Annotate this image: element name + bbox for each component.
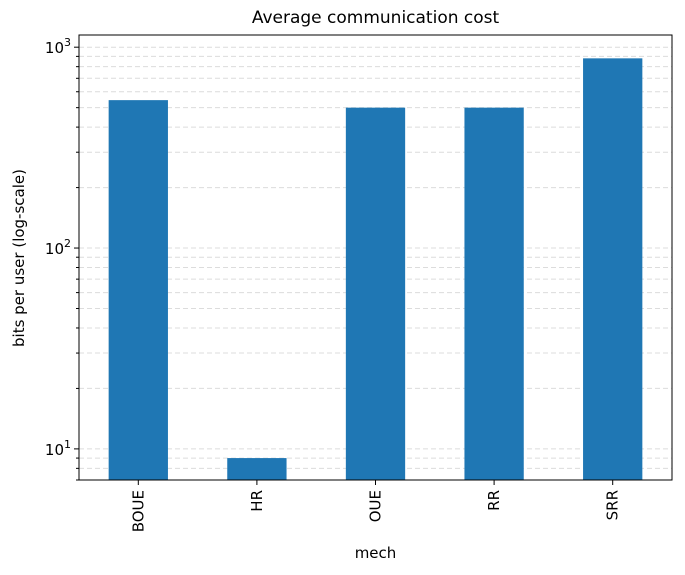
x-tick-label: HR xyxy=(248,490,266,512)
y-axis-ticks: 101 102 103 xyxy=(45,36,79,481)
x-tick-label: RR xyxy=(485,490,503,511)
bars xyxy=(108,58,643,481)
x-axis-label: mech xyxy=(354,544,397,562)
x-axis-ticks: BOUE HR OUE RR SRR xyxy=(129,480,622,532)
x-tick-label: BOUE xyxy=(129,490,147,532)
bar-hr xyxy=(227,458,287,480)
x-tick-label: OUE xyxy=(367,490,385,522)
bar-oue xyxy=(345,107,406,480)
y-axis-label: bits per user (log-scale) xyxy=(10,169,28,347)
chart-title: Average communication cost xyxy=(251,8,500,28)
bar-boue xyxy=(108,100,168,481)
bar-srr xyxy=(583,58,643,481)
x-tick-label: SRR xyxy=(604,490,622,520)
y-tick-label: 101 xyxy=(45,438,71,459)
y-tick-label: 102 xyxy=(45,237,71,258)
bar-rr xyxy=(464,107,524,480)
y-tick-label: 103 xyxy=(45,36,71,57)
